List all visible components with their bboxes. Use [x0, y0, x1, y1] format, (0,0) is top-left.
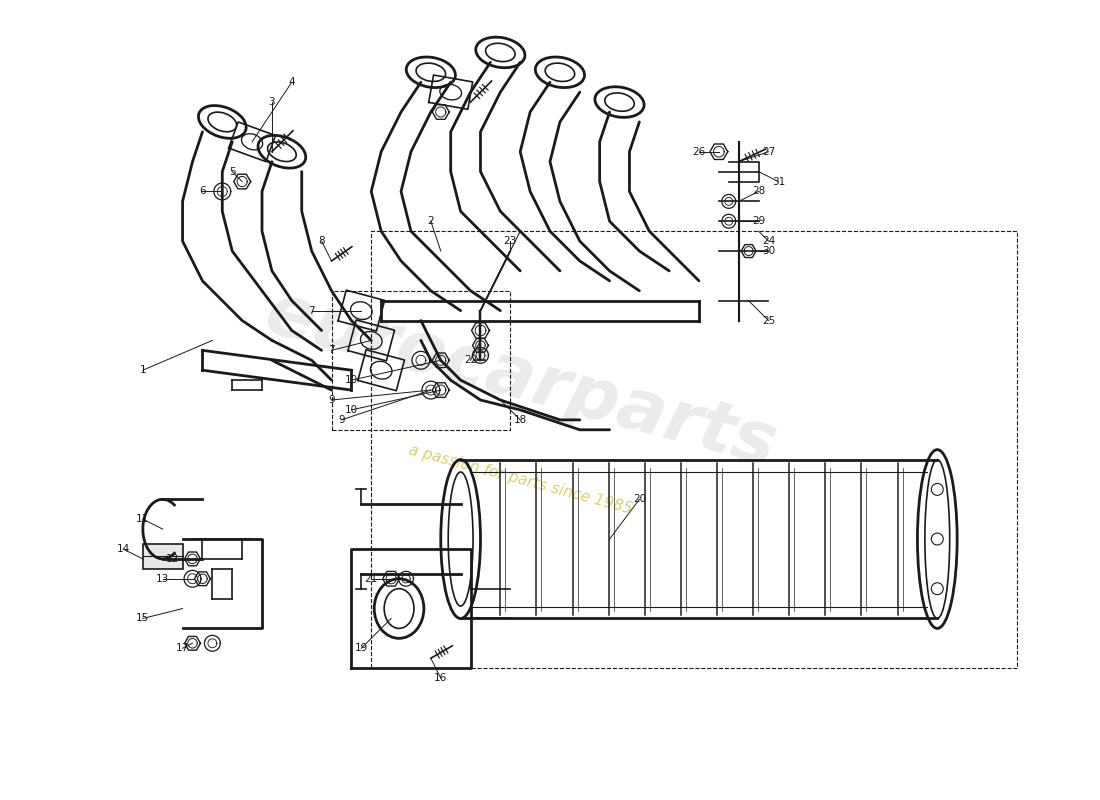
Text: 15: 15	[136, 614, 150, 623]
Text: 7: 7	[328, 346, 334, 355]
Bar	[331, 290, 510, 430]
Text: 28: 28	[752, 186, 766, 197]
Text: 9: 9	[338, 415, 344, 425]
Text: 26: 26	[692, 146, 705, 157]
Text: 30: 30	[762, 246, 776, 256]
Text: 21: 21	[364, 574, 378, 584]
Text: 27: 27	[762, 146, 776, 157]
Text: a passion for parts since 1985: a passion for parts since 1985	[407, 442, 634, 517]
Text: 11: 11	[136, 514, 150, 524]
Text: eurocarparts: eurocarparts	[257, 278, 783, 482]
Text: 17: 17	[176, 643, 189, 654]
Text: 4: 4	[288, 78, 295, 87]
Text: 5: 5	[229, 166, 235, 177]
Text: 25: 25	[762, 315, 776, 326]
Text: 18: 18	[514, 415, 527, 425]
Text: 7: 7	[308, 306, 315, 316]
Text: 22: 22	[464, 355, 477, 366]
Text: 12: 12	[166, 554, 179, 564]
Text: 3: 3	[268, 97, 275, 107]
Text: 16: 16	[434, 673, 448, 683]
Text: 2: 2	[428, 216, 435, 226]
Text: 10: 10	[344, 375, 358, 385]
Text: 19: 19	[354, 643, 367, 654]
Text: 14: 14	[117, 544, 130, 554]
Text: 23: 23	[504, 236, 517, 246]
Text: 9: 9	[328, 395, 334, 405]
Text: 31: 31	[772, 177, 785, 186]
Text: 13: 13	[156, 574, 169, 584]
Text: 8: 8	[318, 236, 324, 246]
Text: 6: 6	[199, 186, 206, 197]
Bar	[372, 231, 1016, 668]
Text: 29: 29	[752, 216, 766, 226]
Text: 1: 1	[140, 366, 146, 375]
Text: 20: 20	[632, 494, 646, 504]
Text: 10: 10	[344, 405, 358, 415]
Text: 24: 24	[762, 236, 776, 246]
Bar	[143, 544, 183, 569]
